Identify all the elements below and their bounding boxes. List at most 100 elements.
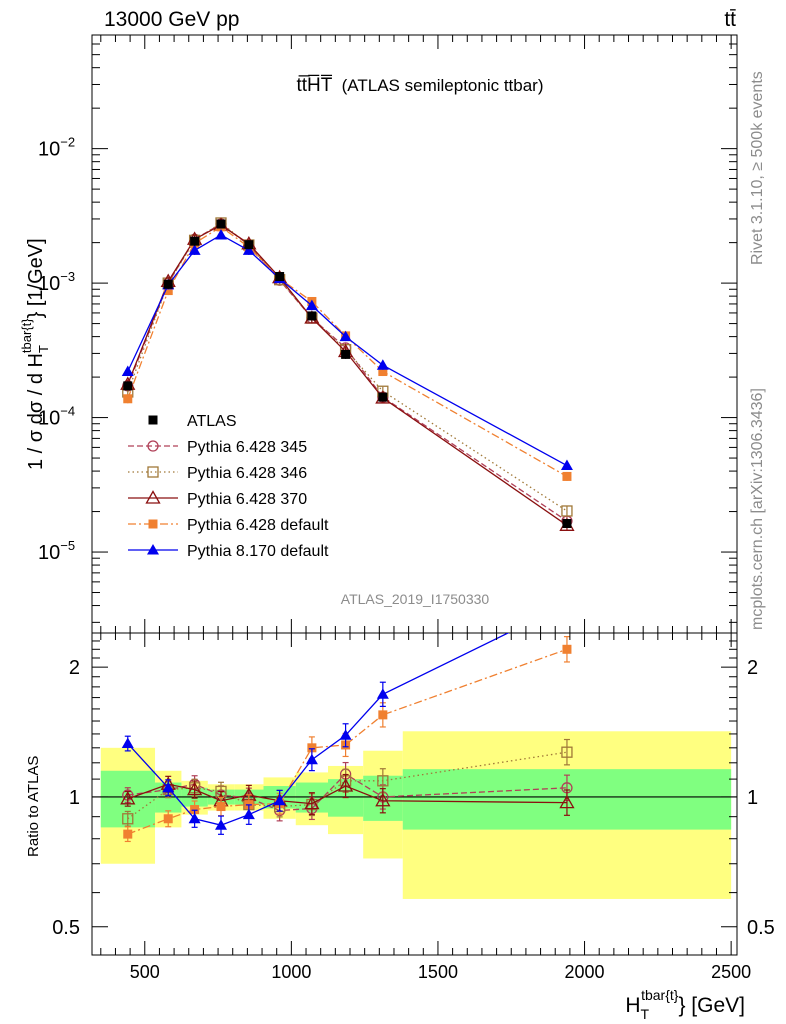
legend-marker-1 xyxy=(147,440,159,452)
ratio-point-4-2 xyxy=(190,805,200,815)
x-tick-label-3: 2000 xyxy=(565,962,605,982)
series-point-2-9 xyxy=(561,505,573,517)
legend-marker-0 xyxy=(148,415,158,425)
legend-label-5: Pythia 8.170 default xyxy=(187,543,329,560)
ratio-point-2-8 xyxy=(377,775,389,787)
series-point-5-0 xyxy=(121,365,134,377)
ratio-tick-label-left-1: 1 xyxy=(69,787,80,809)
ratio-point-5-7 xyxy=(339,729,352,740)
ratio-point-3-9 xyxy=(559,794,575,809)
legend-item-2: Pythia 6.428 346 xyxy=(128,465,307,482)
plot-title: tt̅H̅T̅ (ATLAS semileptonic ttbar) xyxy=(296,75,543,96)
x-tick-label-2: 1500 xyxy=(418,962,458,982)
series-point-0-9 xyxy=(562,519,572,529)
series-point-4-1 xyxy=(163,286,173,296)
series-point-4-0 xyxy=(123,394,133,404)
ratio-uncertainty-bands xyxy=(92,731,737,899)
legend-marker-4 xyxy=(148,519,158,529)
ratio-point-4-3 xyxy=(216,802,226,812)
ratio-point-4-0 xyxy=(123,829,133,839)
ratio-point-3-0 xyxy=(120,791,136,805)
series-point-0-7 xyxy=(341,349,351,359)
legend-marker-2 xyxy=(147,466,159,478)
series-line-4 xyxy=(127,226,568,477)
ratio-series-5 xyxy=(121,598,573,835)
y-axis-label: 1 / σ dσ / d HTtbar{t}} [1/GeV] xyxy=(19,238,51,470)
series-point-0-5 xyxy=(275,271,285,281)
series-point-5-3 xyxy=(215,228,227,240)
plot-title-sub: (ATLAS semileptonic ttbar) xyxy=(342,76,544,95)
series-point-0-8 xyxy=(378,392,388,402)
series-point-5-8 xyxy=(376,359,389,370)
x-tick-label-1: 1000 xyxy=(271,962,311,982)
ratio-tick-label-right-1: 1 xyxy=(747,787,758,809)
series-3 xyxy=(120,217,575,531)
legend-label-0: ATLAS xyxy=(187,413,237,430)
ratio-tick-label-left-0: 0.5 xyxy=(52,917,80,939)
plot-title-main: tt̅H̅T̅ xyxy=(296,75,332,96)
process-label: tt̄ xyxy=(724,8,736,31)
legend-item-5: Pythia 8.170 default xyxy=(128,543,329,560)
legend-item-1: Pythia 6.428 345 xyxy=(128,439,307,456)
series-line-5 xyxy=(127,234,568,467)
ratio-point-2-9 xyxy=(561,746,573,758)
ratio-point-5-3 xyxy=(215,819,227,830)
series-point-0-6 xyxy=(307,311,317,321)
series-point-5-7 xyxy=(339,330,352,342)
ratio-point-5-9 xyxy=(561,598,573,609)
series-0 xyxy=(123,219,572,529)
series-point-4-8 xyxy=(378,367,388,377)
ratio-point-3-2 xyxy=(186,781,203,796)
series-point-0-1 xyxy=(163,279,173,289)
ratio-series xyxy=(120,598,575,843)
main-series xyxy=(120,217,575,531)
legend-marker-3 xyxy=(145,490,161,504)
series-point-0-4 xyxy=(244,240,254,250)
ratio-point-3-8 xyxy=(375,792,391,807)
rivet-label: Rivet 3.1.10, ≥ 500k events xyxy=(749,71,766,265)
ratio-point-3-7 xyxy=(337,778,354,792)
ratio-point-2-0 xyxy=(122,813,134,825)
series-point-0-3 xyxy=(216,219,226,229)
legend-item-4: Pythia 6.428 default xyxy=(128,517,329,534)
analysis-watermark: ATLAS_2019_I1750330 xyxy=(341,591,490,607)
ratio-point-3-6 xyxy=(304,795,320,810)
y-tick-label-2: 10−3 xyxy=(38,269,75,295)
ratio-point-5-1 xyxy=(162,781,175,793)
ratio-point-5-5 xyxy=(273,794,286,806)
y-tick-label-3: 10−2 xyxy=(38,135,75,161)
series-point-5-9 xyxy=(560,459,573,471)
series-point-5-4 xyxy=(242,244,255,255)
legend-marker-5 xyxy=(147,544,159,555)
ratio-point-5-8 xyxy=(376,688,389,699)
ratio-point-4-6 xyxy=(307,743,317,753)
ratio-point-5-4 xyxy=(242,808,255,820)
ratio-point-5-6 xyxy=(305,753,318,765)
collision-label: 13000 GeV pp xyxy=(104,8,239,31)
legend: ATLAS Pythia 6.428 345 Pythia 6.428 346 Pyt… xyxy=(128,413,329,560)
ratio-y-axis-label: Ratio to ATLAS xyxy=(25,756,42,857)
legend-item-3: Pythia 6.428 370 xyxy=(128,490,307,508)
legend-label-3: Pythia 6.428 370 xyxy=(187,491,307,508)
ratio-line-5 xyxy=(127,633,510,826)
ratio-tick-label-right-2: 2 xyxy=(747,657,758,679)
ratio-point-4-1 xyxy=(163,814,173,824)
legend-item-0: ATLAS xyxy=(148,413,237,430)
ratio-line-2 xyxy=(127,751,568,820)
legend-label-1: Pythia 6.428 345 xyxy=(187,439,307,456)
mcplots-label: mcplots.cern.ch [arXiv:1306.3436] xyxy=(749,388,766,630)
ratio-panel-frame xyxy=(91,632,738,956)
ratio-line-3 xyxy=(127,783,567,805)
series-point-0-0 xyxy=(123,381,133,391)
x-tick-label-0: 500 xyxy=(130,962,160,982)
y-tick-label-0: 10−5 xyxy=(38,538,75,564)
legend-label-4: Pythia 6.428 default xyxy=(187,517,329,534)
ratio-tick-label-right-0: 0.5 xyxy=(747,917,775,939)
ratio-line-4 xyxy=(127,648,568,835)
ratio-point-4-9 xyxy=(562,644,572,654)
series-point-5-6 xyxy=(305,299,318,311)
ratio-point-5-2 xyxy=(188,812,201,824)
series-point-5-2 xyxy=(188,244,201,255)
x-tick-label-4: 2500 xyxy=(711,962,751,982)
